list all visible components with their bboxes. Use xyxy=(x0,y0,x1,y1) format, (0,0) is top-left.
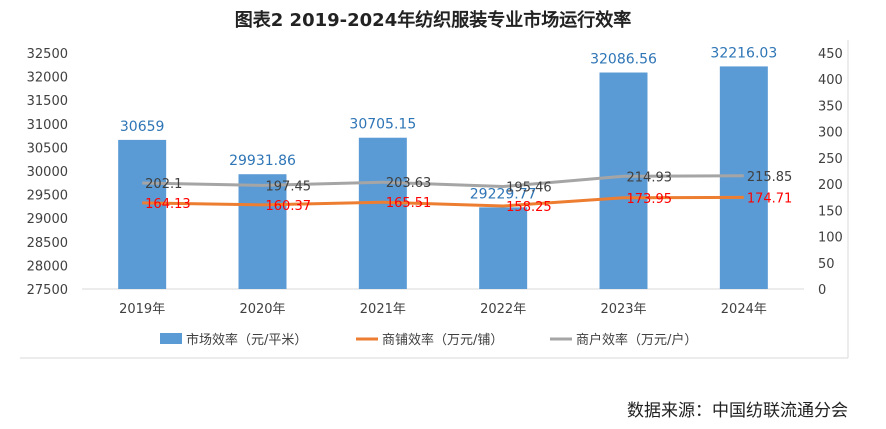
legend-label: 商铺效率（万元/铺） xyxy=(382,332,503,348)
x-axis-tick-label: 2021年 xyxy=(360,302,406,317)
line-data-label: 202.1 xyxy=(145,177,182,192)
x-axis-tick-label: 2019年 xyxy=(119,302,165,317)
right-axis-tick-label: 300 xyxy=(818,126,843,141)
left-axis-tick-label: 29000 xyxy=(27,212,68,227)
right-axis-tick-label: 350 xyxy=(818,99,843,114)
left-axis-tick-label: 28500 xyxy=(27,236,68,251)
x-axis-tick-label: 2023年 xyxy=(600,302,646,317)
chart-title: 图表2 2019-2024年纺织服装专业市场运行效率 xyxy=(235,9,631,31)
right-axis-tick-label: 250 xyxy=(818,152,843,167)
line-data-label: 164.13 xyxy=(145,197,191,212)
line-data-label: 173.95 xyxy=(627,192,673,207)
bar xyxy=(479,207,528,289)
right-axis-tick-label: 450 xyxy=(818,47,843,62)
left-axis-tick-label: 27500 xyxy=(27,283,68,298)
x-axis-tick-label: 2020年 xyxy=(239,302,285,317)
bar xyxy=(238,174,287,289)
bar xyxy=(719,66,768,289)
line-data-label: 160.37 xyxy=(266,199,312,214)
x-axis-tick-label: 2022年 xyxy=(480,302,526,317)
line-data-label: 214.93 xyxy=(627,170,673,185)
left-axis-tick-label: 30000 xyxy=(27,165,68,180)
left-axis-tick-label: 31000 xyxy=(27,118,68,133)
left-axis-tick-label: 29500 xyxy=(27,189,68,204)
right-axis-tick-label: 400 xyxy=(818,73,843,88)
data-source-note: 数据来源：中国纺联流通分会 xyxy=(627,401,848,421)
left-axis-tick-label: 32000 xyxy=(27,71,68,86)
left-axis-tick-label: 31500 xyxy=(27,94,68,109)
series-line xyxy=(142,174,744,188)
bar xyxy=(358,137,407,289)
right-axis-tick-label: 50 xyxy=(818,257,835,272)
line-data-label: 215.85 xyxy=(747,170,793,185)
line-data-label: 158.25 xyxy=(506,200,551,215)
bar-data-label: 30705.15 xyxy=(349,117,416,133)
series-line xyxy=(142,195,744,208)
left-axis-tick-label: 28000 xyxy=(27,259,68,274)
line-data-label: 197.45 xyxy=(266,179,312,194)
bar xyxy=(118,139,167,289)
bar-data-label: 30659 xyxy=(120,119,165,135)
bar-data-label: 29229.77 xyxy=(470,186,537,202)
right-axis-tick-label: 0 xyxy=(818,283,826,298)
bar-data-label: 29931.86 xyxy=(229,153,296,169)
right-axis-tick-label: 100 xyxy=(818,231,843,246)
line-data-label: 174.71 xyxy=(747,191,793,206)
line-data-label: 165.51 xyxy=(386,196,432,211)
line-data-label: 203.63 xyxy=(386,176,432,191)
right-axis-tick-label: 200 xyxy=(818,178,843,193)
legend-label: 市场效率（元/平米） xyxy=(186,332,307,348)
legend-label: 商户效率（万元/户） xyxy=(576,332,697,348)
line-data-label: 195.46 xyxy=(506,180,551,195)
x-axis-tick-label: 2024年 xyxy=(721,302,767,317)
legend-swatch xyxy=(160,333,182,344)
bar-data-label: 32086.56 xyxy=(590,52,657,68)
bar-data-label: 32216.03 xyxy=(710,45,777,61)
left-axis-tick-label: 30500 xyxy=(27,141,68,156)
left-axis-tick-label: 32500 xyxy=(27,47,68,62)
right-axis-tick-label: 150 xyxy=(818,204,843,219)
bar xyxy=(599,72,648,289)
